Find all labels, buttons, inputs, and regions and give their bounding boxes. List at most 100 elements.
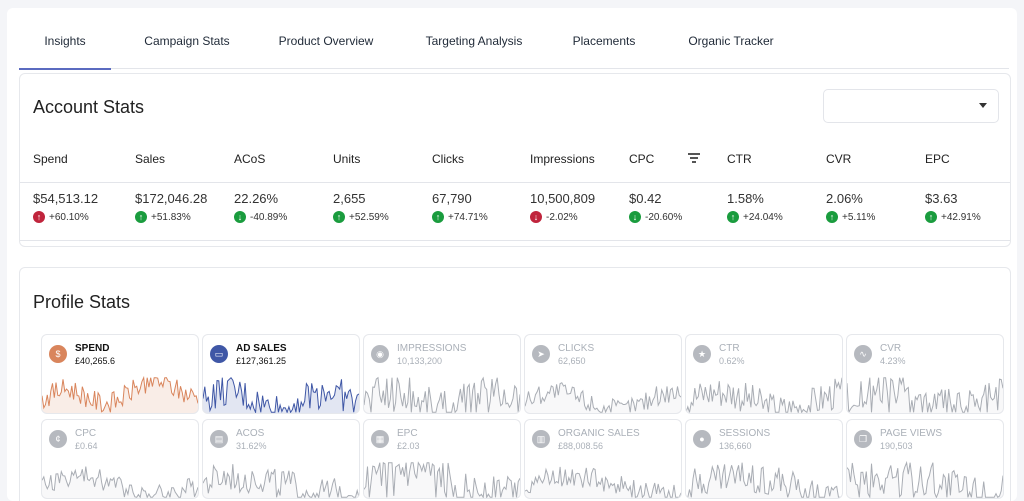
sparkline-line [364,376,520,413]
tile-value: 62,650 [558,356,586,366]
stat-change-text: +60.10% [49,211,89,223]
profile-tile-organic-sales[interactable]: ▥ ORGANIC SALES £88,008.56 [524,419,682,499]
stat-value: 1.58% [727,191,764,206]
tile-value: £40,265.6 [75,356,116,366]
tile-sparkline [203,376,359,413]
tile-value: 136,660 [719,441,752,451]
tile-label: ORGANIC SALES [558,428,640,439]
tab-placements[interactable]: Placements [572,34,636,48]
stat-change-text: +42.91% [941,211,981,223]
account-stats-card: Account Stats Spend $54,513.12 ↑ +60.10% Sal… [19,73,1011,247]
tab-targeting-analysis[interactable]: Targeting Analysis [425,34,523,48]
stat-change-text: +51.83% [151,211,191,223]
dashboard-page: Insights Campaign Stats Product Overview… [7,8,1017,501]
tab-organic-tracker[interactable]: Organic Tracker [688,34,774,48]
stat-header-cvr[interactable]: CVR [826,152,852,166]
profile-tile-spend[interactable]: $ SPEND £40,265.6 [41,334,199,414]
stat-value: $0.42 [629,191,662,206]
tile-label: PAGE VIEWS [880,428,943,439]
filter-icon[interactable] [688,153,700,163]
tile-value: 10,133,200 [397,356,443,366]
tile-label: CTR [719,343,740,354]
stat-header-ctr[interactable]: CTR [727,152,752,166]
profile-tile-sessions[interactable]: ● SESSIONS 136,660 [685,419,843,499]
stat-header-epc[interactable]: EPC [925,152,950,166]
stat-change: ↑ +5.11% [826,211,875,223]
sparkline-line [847,460,1003,498]
sparkline-area [42,466,198,498]
stat-change-text: +52.59% [349,211,389,223]
sparkline-area [42,377,198,413]
stat-change: ↑ +74.71% [432,211,488,223]
arrow-up-icon: ↑ [333,211,345,223]
sparkline-area [203,464,359,498]
arrow-up-icon: ↑ [33,211,45,223]
stat-header-cpc[interactable]: CPC [629,152,655,166]
tab-product-overview[interactable]: Product Overview [278,34,374,48]
profile-stats-card: Profile Stats $ SPEND £40,265.6 ▭ AD SALES £1… [19,267,1011,501]
user-icon: ● [693,430,711,448]
stat-change: ↑ +52.59% [333,211,389,223]
tile-sparkline [525,382,681,413]
tile-value: £127,361.25 [236,356,287,366]
row-divider [20,240,1010,241]
tile-value: £2.03 [397,441,420,451]
sparkline-line [847,377,1003,413]
tile-label: SPEND [75,343,110,354]
stat-header-units[interactable]: Units [333,152,361,166]
tile-sparkline [847,377,1003,413]
tile-sparkline [42,466,198,498]
stat-change: ↑ +24.04% [727,211,783,223]
account-stats-title: Account Stats [33,97,145,117]
profile-tile-ad-sales[interactable]: ▭ AD SALES £127,361.25 [202,334,360,414]
tile-sparkline [525,466,681,498]
sparkline-area [525,382,681,413]
stat-header-sales[interactable]: Sales [135,152,166,166]
tab-campaign-stats[interactable]: Campaign Stats [144,34,230,48]
tile-label: ACOS [236,428,265,439]
profile-tile-cvr[interactable]: ∿ CVR 4.23% [846,334,1004,414]
profile-tile-ctr[interactable]: ★ CTR 0.62% [685,334,843,414]
stat-value: 67,790 [432,191,472,206]
tile-label: EPC [397,428,418,439]
profile-tile-cpc[interactable]: ¢ CPC £0.64 [41,419,199,499]
account-stats-dropdown[interactable] [823,89,999,123]
tile-label: AD SALES [236,343,287,354]
tile-value: £88,008.56 [558,441,604,451]
tab-bar: Insights Campaign Stats Product Overview… [19,26,1009,70]
stat-change: ↑ +60.10% [33,211,89,223]
tile-label: CLICKS [558,343,595,354]
arrow-up-icon: ↑ [432,211,444,223]
tile-label: CVR [880,343,902,354]
sparkline-area [203,377,359,413]
profile-tile-impressions[interactable]: ◉ IMPRESSIONS 10,133,200 [363,334,521,414]
sparkline-line [686,462,842,498]
stat-change: ↑ +51.83% [135,211,191,223]
sparkline-area [686,377,842,413]
sparkline-line [203,464,359,498]
tile-label: CPC [75,428,97,439]
tile-value: 4.23% [880,356,906,366]
sparkline-line [364,461,520,498]
stat-value: 10,500,809 [530,191,596,206]
profile-tile-clicks[interactable]: ➤ CLICKS 62,650 [524,334,682,414]
stat-change-text: +5.11% [842,211,876,223]
stat-change: ↑ +42.91% [925,211,981,223]
arrow-down-icon: ↓ [234,211,246,223]
tile-label: IMPRESSIONS [397,343,467,354]
tile-sparkline [686,462,842,498]
profile-tile-acos[interactable]: ▤ ACOS 31.62% [202,419,360,499]
stat-header-spend[interactable]: Spend [33,152,68,166]
tab-insights[interactable]: Insights [19,34,111,70]
stat-header-clicks[interactable]: Clicks [432,152,464,166]
tile-sparkline [364,461,520,498]
stat-change-text: +74.71% [448,211,488,223]
profile-tile-epc[interactable]: ▦ EPC £2.03 [363,419,521,499]
document-icon: ▤ [210,430,228,448]
stat-header-acos[interactable]: ACoS [234,152,266,166]
arrow-up-icon: ↑ [826,211,838,223]
sparkline-line [525,466,681,498]
stat-header-impressions[interactable]: Impressions [530,152,595,166]
stat-value: $172,046.28 [135,191,208,206]
profile-tile-page-views[interactable]: ❐ PAGE VIEWS 190,503 [846,419,1004,499]
